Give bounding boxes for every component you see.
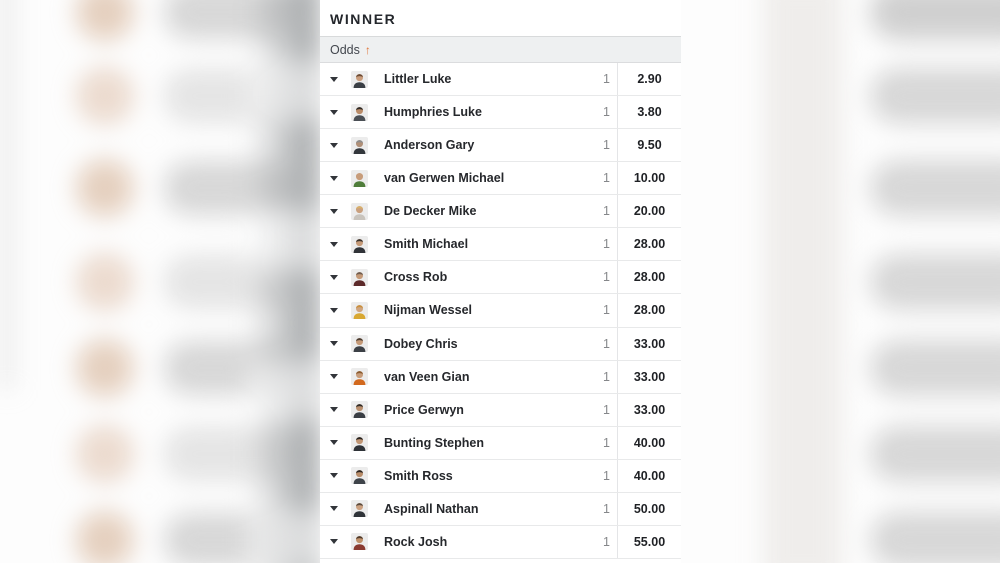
- odds-button[interactable]: 2.90: [617, 63, 681, 96]
- player-avatar: [351, 335, 368, 353]
- sort-ascending-icon: ↑: [364, 42, 371, 57]
- caret-down-icon[interactable]: [330, 175, 338, 181]
- odds-button[interactable]: 10.00: [617, 162, 681, 195]
- stake-value: 1: [603, 501, 610, 516]
- player-name: Anderson Gary: [384, 138, 475, 153]
- caret-down-icon[interactable]: [330, 241, 338, 247]
- odds-button[interactable]: 3.80: [617, 96, 681, 129]
- caret-down-icon[interactable]: [330, 473, 338, 479]
- stake-value: 1: [603, 270, 610, 285]
- odds-sort-header[interactable]: Odds ↑: [320, 36, 681, 63]
- selection-row[interactable]: Nijman Wessel 1 28.00: [320, 294, 681, 328]
- selection-row[interactable]: Aspinall Nathan 1 50.00: [320, 492, 681, 526]
- odds-button[interactable]: 55.00: [617, 525, 681, 558]
- player-avatar: [351, 401, 368, 419]
- odds-button[interactable]: 40.00: [617, 459, 681, 492]
- odds-button[interactable]: 28.00: [617, 261, 681, 294]
- selection-row[interactable]: Bunting Stephen 1 40.00: [320, 426, 681, 460]
- caret-down-icon[interactable]: [330, 341, 338, 347]
- caret-down-icon[interactable]: [330, 274, 338, 280]
- selection-row[interactable]: Price Gerwyn 1 33.00: [320, 393, 681, 427]
- player-name: De Decker Mike: [384, 204, 477, 219]
- caret-down-icon[interactable]: [330, 407, 338, 413]
- selection-row[interactable]: Humphries Luke 1 3.80: [320, 96, 681, 130]
- caret-down-icon[interactable]: [330, 76, 338, 82]
- player-avatar: [351, 169, 368, 187]
- selection-row[interactable]: Cross Rob 1 28.00: [320, 261, 681, 295]
- player-name: Nijman Wessel: [384, 303, 473, 318]
- stake-value: 1: [603, 336, 610, 351]
- odds-button[interactable]: 33.00: [617, 393, 681, 426]
- selection-row[interactable]: Anderson Gary 1 9.50: [320, 129, 681, 163]
- caret-down-icon[interactable]: [330, 506, 338, 512]
- stake-value: 1: [603, 237, 610, 252]
- selection-row[interactable]: Dobey Chris 1 33.00: [320, 327, 681, 361]
- caret-down-icon[interactable]: [330, 109, 338, 115]
- market-title: WINNER: [330, 11, 397, 27]
- caret-down-icon[interactable]: [330, 307, 338, 313]
- caret-down-icon[interactable]: [330, 539, 338, 545]
- stake-value: 1: [603, 105, 610, 120]
- caret-down-icon[interactable]: [330, 142, 338, 148]
- selection-row[interactable]: Smith Michael 1 28.00: [320, 228, 681, 262]
- stake-value: 1: [603, 435, 610, 450]
- player-avatar: [351, 70, 368, 88]
- player-avatar: [351, 467, 368, 485]
- stake-value: 1: [603, 402, 610, 417]
- player-avatar: [351, 533, 368, 551]
- odds-button[interactable]: 50.00: [617, 492, 681, 525]
- player-name: Dobey Chris: [384, 336, 458, 351]
- stake-value: 1: [603, 534, 610, 549]
- caret-down-icon[interactable]: [330, 374, 338, 380]
- selection-row[interactable]: van Veen Gian 1 33.00: [320, 360, 681, 394]
- stake-value: 1: [603, 369, 610, 384]
- player-name: Aspinall Nathan: [384, 501, 479, 516]
- player-avatar: [351, 368, 368, 386]
- player-avatar: [351, 136, 368, 154]
- selection-row[interactable]: Littler Luke 1 2.90: [320, 63, 681, 97]
- stake-value: 1: [603, 171, 610, 186]
- winner-market-panel: WINNER Odds ↑ Littler Luke 1 2.90 Humphr…: [320, 0, 681, 563]
- selection-row[interactable]: De Decker Mike 1 20.00: [320, 195, 681, 229]
- selection-row[interactable]: Smith Ross 1 40.00: [320, 459, 681, 493]
- player-name: van Gerwen Michael: [384, 171, 505, 186]
- player-avatar: [351, 202, 368, 220]
- stake-value: 1: [603, 468, 610, 483]
- player-name: Smith Ross: [384, 468, 453, 483]
- odds-button[interactable]: 40.00: [617, 426, 681, 459]
- stake-value: 1: [603, 204, 610, 219]
- player-avatar: [351, 235, 368, 253]
- player-name: Rock Josh: [384, 534, 448, 549]
- odds-button[interactable]: 33.00: [617, 360, 681, 393]
- player-name: Smith Michael: [384, 237, 469, 252]
- player-name: Littler Luke: [384, 72, 452, 87]
- player-name: Cross Rob: [384, 270, 448, 285]
- caret-down-icon[interactable]: [330, 440, 338, 446]
- player-avatar: [351, 268, 368, 286]
- odds-button[interactable]: 28.00: [617, 294, 681, 327]
- selection-row[interactable]: van Gerwen Michael 1 10.00: [320, 162, 681, 196]
- player-name: van Veen Gian: [384, 369, 470, 384]
- odds-button[interactable]: 33.00: [617, 327, 681, 360]
- odds-button[interactable]: 28.00: [617, 228, 681, 261]
- player-name: Price Gerwyn: [384, 402, 464, 417]
- selection-row[interactable]: Rock Josh 1 55.00: [320, 525, 681, 559]
- odds-button[interactable]: 9.50: [617, 129, 681, 162]
- player-name: Humphries Luke: [384, 105, 482, 120]
- odds-button[interactable]: 20.00: [617, 195, 681, 228]
- odds-rows: Littler Luke 1 2.90 Humphries Luke 1 3.8…: [320, 63, 681, 559]
- player-name: Bunting Stephen: [384, 435, 484, 450]
- caret-down-icon[interactable]: [330, 208, 338, 214]
- player-avatar: [351, 103, 368, 121]
- odds-sort-label: Odds: [330, 42, 360, 57]
- player-avatar: [351, 434, 368, 452]
- stake-value: 1: [603, 72, 610, 87]
- stake-value: 1: [603, 138, 610, 153]
- stake-value: 1: [603, 303, 610, 318]
- player-avatar: [351, 500, 368, 518]
- player-avatar: [351, 301, 368, 319]
